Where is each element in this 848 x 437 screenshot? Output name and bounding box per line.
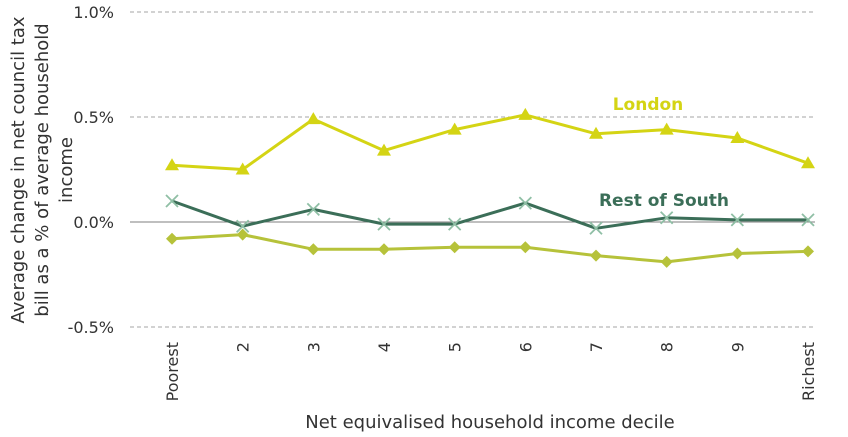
data-point [589, 126, 603, 139]
x-tick-label: Richest [799, 342, 818, 401]
x-tick-label: 7 [587, 342, 606, 352]
series-labels: London Rest of South [599, 95, 729, 211]
data-point [801, 156, 815, 169]
x-tick-label: Poorest [163, 342, 182, 401]
data-point [307, 243, 320, 256]
series-diamond [166, 228, 814, 268]
data-point [306, 112, 321, 125]
series-group [165, 107, 815, 268]
data-point [165, 194, 179, 208]
data-point [731, 247, 744, 260]
data-point [590, 249, 602, 262]
series-london [165, 107, 815, 175]
data-point [660, 211, 674, 225]
series-label-london: London [613, 95, 684, 115]
series-line [171, 233, 809, 264]
data-point [306, 202, 320, 217]
x-axis-ticks: Poorest 2 3 4 5 6 7 8 9 Richest [163, 342, 818, 401]
data-point [166, 232, 178, 245]
data-point [802, 245, 814, 258]
data-point [589, 221, 603, 235]
data-point [377, 143, 391, 156]
y-tick-label: 0.5% [73, 108, 114, 127]
y-tick-label: -0.5% [68, 318, 114, 337]
series-rest-of-south [165, 194, 815, 235]
data-point [448, 241, 461, 254]
data-point [660, 255, 673, 268]
data-point [801, 213, 815, 227]
x-tick-label: 6 [516, 342, 535, 352]
data-point [447, 122, 462, 135]
x-tick-label: 5 [446, 342, 465, 352]
y-axis-ticks: -0.5% 0.0% 0.5% 1.0% [68, 3, 114, 337]
x-tick-label: 9 [728, 342, 747, 352]
series-line [171, 199, 808, 230]
x-tick-label: 4 [375, 342, 394, 352]
x-tick-label: 8 [658, 342, 677, 352]
x-tick-label: 2 [234, 342, 253, 352]
x-tick-label: 3 [304, 342, 323, 352]
y-axis-title: Average change in net council tax bill as… [8, 16, 77, 323]
data-point [165, 158, 179, 171]
data-point [377, 217, 391, 231]
y-axis-title-line: Average change in net council tax [8, 16, 29, 323]
data-point [378, 243, 390, 256]
data-point [236, 228, 249, 241]
data-point [236, 219, 250, 233]
data-point [730, 213, 744, 227]
gridlines [130, 11, 815, 328]
y-tick-label: 0.0% [73, 213, 114, 232]
data-point [518, 107, 533, 120]
y-tick-label: 1.0% [73, 3, 114, 22]
series-line [171, 113, 809, 171]
data-point [518, 196, 532, 210]
y-axis-title-line: bill as a % of average household [32, 23, 53, 316]
data-point [659, 122, 674, 135]
x-axis-title: Net equivalised household income decile [305, 412, 674, 433]
data-point [519, 241, 532, 254]
data-point [448, 217, 462, 231]
data-point [235, 162, 250, 175]
data-point [730, 131, 745, 143]
series-label-rest-of-south: Rest of South [599, 191, 729, 211]
y-axis-title-line: income [56, 137, 77, 203]
